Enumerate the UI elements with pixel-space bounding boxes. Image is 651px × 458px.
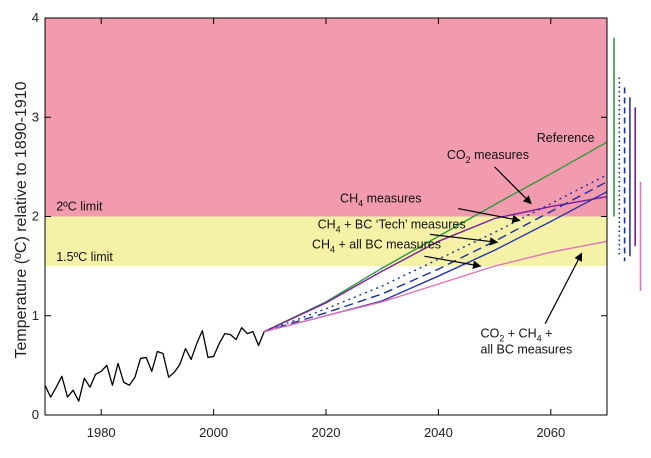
annotation-co2ch4bc-part-6: all BC measures xyxy=(481,343,573,357)
series-line-5 xyxy=(264,240,608,333)
annotation-reference: Reference xyxy=(537,131,595,145)
annotation-arrow-ch4bc-tech xyxy=(429,233,499,246)
annotation-ch4-allbc-part-1: 4 xyxy=(330,244,335,254)
annotation-ch4bc-tech-part-0: CH xyxy=(318,217,336,231)
annotation-ch4-part-0: CH xyxy=(340,192,358,206)
band-label-0: 2ºC limit xyxy=(56,200,103,214)
annotation-ch4-allbc-part-2: + all BC measures xyxy=(335,237,441,251)
annotation-ch4-part-2: measures xyxy=(363,192,421,206)
x-tick-label-3: 2040 xyxy=(424,425,453,440)
band-label-1: 1.5ºC limit xyxy=(56,250,113,264)
y-axis-label: Temperature (ºC) relative to 1890-1910 xyxy=(13,81,30,358)
x-tick-label-1: 2000 xyxy=(199,425,228,440)
annotation-ch4-allbc: CH4 + all BC measures xyxy=(312,237,441,254)
x-tick-label-2: 2020 xyxy=(312,425,341,440)
x-tick-label-0: 1980 xyxy=(87,425,116,440)
band-0 xyxy=(45,18,607,217)
series-line-3 xyxy=(263,181,608,333)
y-tick-label-3: 3 xyxy=(32,109,39,124)
y-tick-label-1: 1 xyxy=(32,308,39,323)
annotation-co2ch4bc-part-2: + CH xyxy=(504,327,536,341)
observed-temperature-line xyxy=(44,327,265,402)
annotation-ch4: CH4 measures xyxy=(340,192,421,209)
annotation-co2ch4bc-part-4: + xyxy=(542,327,553,341)
annotation-co2ch4bc-part-0: CO xyxy=(481,327,500,341)
annotation-reference-part-0: Reference xyxy=(537,131,595,145)
annotation-ch4bc-tech-part-2: + BC ‘Tech’ measures xyxy=(341,217,466,231)
annotation-ch4-part-1: 4 xyxy=(358,199,363,209)
annotation-co2ch4bc-part-1: 2 xyxy=(499,334,504,344)
annotation-ch4bc-tech: CH4 + BC ‘Tech’ measures xyxy=(318,217,466,234)
x-tick-label-4: 2060 xyxy=(536,425,565,440)
annotation-co2ch4bc-part-3: 4 xyxy=(537,334,542,344)
annotation-arrow-co2ch4bc xyxy=(544,252,583,324)
series-line-1 xyxy=(263,195,608,333)
annotation-co2-part-1: 2 xyxy=(466,155,471,165)
y-tick-label-0: 0 xyxy=(32,407,39,422)
y-tick-label-4: 4 xyxy=(32,10,39,25)
annotation-co2ch4bc: CO2 + CH4 + all BC measures xyxy=(481,327,573,357)
annotation-arrow-ch4 xyxy=(457,207,521,224)
annotation-ch4-allbc-part-0: CH xyxy=(312,237,330,251)
annotation-arrow-ch4-allbc xyxy=(424,255,482,269)
series-line-0 xyxy=(263,141,608,333)
annotation-ch4bc-tech-part-1: 4 xyxy=(336,224,341,234)
y-tick-label-2: 2 xyxy=(32,209,39,224)
annotation-co2-part-0: CO xyxy=(447,148,466,162)
annotation-co2: CO2 measures xyxy=(447,148,529,165)
annotation-co2-part-2: measures xyxy=(471,148,529,162)
annotation-arrow-co2 xyxy=(494,166,532,205)
